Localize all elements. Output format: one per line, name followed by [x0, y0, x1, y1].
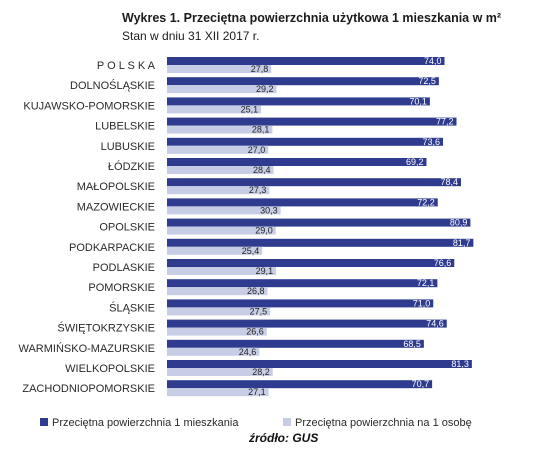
data-label: 28,2: [252, 367, 270, 377]
data-label: 72,2: [417, 197, 435, 207]
category-label: KUJAWSKO-POMORSKIE: [23, 100, 155, 112]
data-label: 26,8: [247, 286, 265, 296]
bar-apartment-area: [167, 117, 457, 126]
data-label: 29,1: [256, 266, 274, 276]
bar-area-per-person: [167, 368, 273, 376]
data-label: 80,9: [450, 218, 468, 228]
legend-swatch-area-per-person: [283, 418, 291, 426]
data-label: 70,1: [409, 96, 427, 106]
bar-apartment-area: [167, 299, 434, 308]
data-label: 28,4: [253, 165, 271, 175]
category-label: LUBUSKIE: [101, 141, 155, 153]
bar-area-per-person: [167, 267, 277, 275]
data-label: 27,1: [248, 387, 266, 397]
data-label: 73,6: [422, 137, 440, 147]
data-label: 26,6: [246, 327, 264, 337]
data-label: 27,5: [250, 306, 268, 316]
category-label: ŚLĄSKIE: [109, 301, 155, 314]
category-label: LUBELSKIE: [95, 121, 155, 133]
labels-layer: P O L S K A 74,0 27,8 DOLNOŚLĄSKIE 72,5 29,2 K…: [19, 56, 471, 397]
bar-area-per-person: [167, 125, 273, 134]
bar-area-per-person: [167, 85, 277, 94]
data-label: 74,0: [424, 56, 442, 66]
category-label: WARMIŃSKO-MAZURSKIE: [19, 342, 156, 355]
data-label: 28,1: [252, 125, 270, 135]
bar-apartment-area: [167, 319, 447, 328]
bar-apartment-area: [167, 137, 443, 146]
data-label: 81,3: [451, 359, 469, 369]
bar-area-per-person: [167, 388, 269, 397]
bar-area-per-person: [167, 287, 268, 296]
bar-area-per-person: [167, 327, 267, 336]
bar-apartment-area: [167, 380, 433, 389]
bar-area-per-person: [167, 307, 271, 316]
category-label: ŚWIĘTOKRZYSKIE: [57, 322, 155, 335]
category-label: P O L S K A: [97, 60, 156, 72]
bar-area-per-person: [167, 166, 274, 174]
data-label: 74,6: [426, 319, 444, 329]
category-label: MAZOWIECKIE: [77, 201, 155, 213]
data-label: 24,6: [239, 347, 257, 357]
data-label: 27,3: [249, 185, 267, 195]
data-label: 30,3: [260, 205, 278, 215]
source-note: źródło: GUS: [248, 431, 318, 445]
bar-apartment-area: [167, 218, 471, 227]
data-label: 70,7: [412, 379, 430, 389]
bar-area-per-person: [167, 206, 281, 215]
bar-area-per-person: [167, 65, 272, 73]
bar-area-per-person: [167, 145, 269, 154]
bar-apartment-area: [167, 198, 438, 207]
data-label: 77,2: [436, 117, 454, 127]
data-label: 72,1: [417, 278, 435, 288]
bar-area-per-person: [167, 105, 262, 114]
bar-apartment-area: [167, 360, 472, 368]
data-label: 78,4: [440, 177, 458, 187]
bar-area-per-person: [167, 347, 260, 356]
category-label: DOLNOŚLĄSKIE: [70, 79, 155, 92]
category-label: WIELKOPOLSKIE: [65, 363, 155, 375]
category-label: PODLASKIE: [93, 262, 155, 274]
data-label: 69,2: [406, 157, 424, 167]
chart-title: Wykres 1. Przeciętna powierzchnia użytko…: [122, 11, 501, 25]
data-label: 71,0: [413, 298, 431, 308]
legend: Przeciętna powierzchnia 1 mieszkania Prze…: [40, 417, 472, 429]
legend-label: Przeciętna powierzchnia 1 mieszkania: [52, 417, 239, 429]
data-label: 29,0: [255, 226, 273, 236]
data-label: 29,2: [256, 84, 274, 94]
chart-subtitle: Stan w dniu 31 XII 2017 r.: [122, 29, 259, 43]
category-label: OPOLSKIE: [99, 222, 155, 234]
bar-area-per-person: [167, 186, 270, 195]
bar-apartment-area: [167, 238, 474, 247]
data-label: 76,6: [434, 258, 452, 268]
category-label: POMORSKIE: [88, 282, 155, 294]
bar-area-per-person: [167, 226, 276, 235]
data-label: 27,8: [251, 64, 269, 74]
legend-label: Przeciętna powierzchnia na 1 osobę: [295, 417, 472, 429]
data-label: 81,7: [453, 238, 471, 248]
data-label: 25,1: [241, 104, 259, 114]
bar-apartment-area: [167, 279, 438, 288]
bars-layer: [167, 57, 474, 397]
bar-area-per-person: [167, 246, 263, 255]
bar-apartment-area: [167, 339, 424, 348]
data-label: 25,4: [242, 246, 260, 256]
legend-swatch-apartment-area: [40, 418, 48, 426]
data-label: 27,0: [248, 145, 266, 155]
bar-apartment-area: [167, 259, 455, 267]
bar-apartment-area: [167, 158, 427, 166]
bar-apartment-area: [167, 77, 439, 86]
data-label: 72,5: [418, 76, 436, 86]
bar-apartment-area: [167, 97, 430, 106]
category-label: ŁÓDZKIE: [108, 160, 155, 173]
category-label: ZACHODNIOPOMORSKIE: [22, 383, 155, 395]
category-label: MAŁOPOLSKIE: [77, 181, 155, 193]
bar-apartment-area: [167, 57, 445, 65]
data-label: 68,5: [403, 339, 421, 349]
category-label: PODKARPACKIE: [69, 242, 155, 254]
bar-apartment-area: [167, 178, 461, 187]
